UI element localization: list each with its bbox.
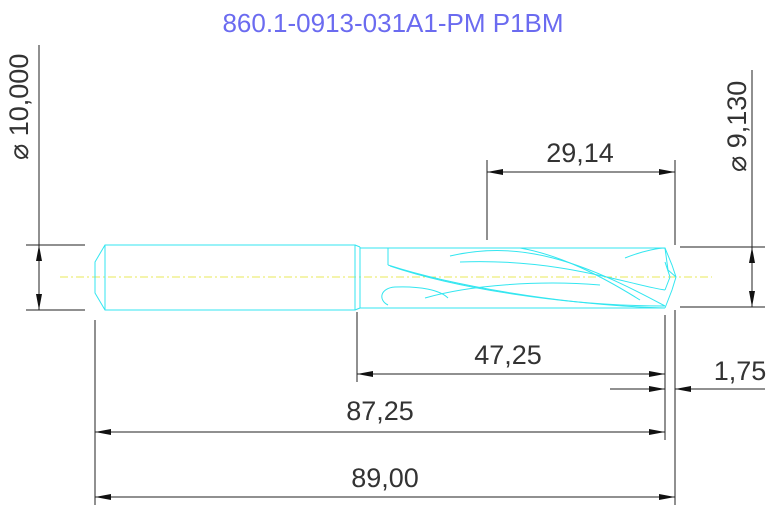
dimension-tip-length: 1,75 bbox=[610, 356, 767, 392]
svg-text:89,00: 89,00 bbox=[351, 463, 419, 493]
dimension-body-length: 47,25 bbox=[357, 340, 665, 377]
svg-text:⌀ 10,000: ⌀ 10,000 bbox=[4, 54, 34, 160]
drill-flutes bbox=[360, 247, 677, 309]
dimension-overall-length: 89,00 bbox=[95, 463, 675, 500]
svg-text:⌀ 9,130: ⌀ 9,130 bbox=[722, 81, 752, 172]
dimension-flute-length: 29,14 bbox=[486, 138, 676, 245]
svg-text:87,25: 87,25 bbox=[346, 396, 414, 426]
dimension-shank-diameter: ⌀ 10,000 bbox=[4, 45, 85, 311]
dimension-length-to-corner: 87,25 bbox=[95, 396, 665, 435]
drill-shank bbox=[94, 244, 361, 311]
svg-text:1,75: 1,75 bbox=[714, 356, 767, 386]
svg-text:29,14: 29,14 bbox=[546, 138, 614, 168]
svg-text:47,25: 47,25 bbox=[474, 340, 542, 370]
dimension-body-diameter: ⌀ 9,130 bbox=[680, 70, 765, 308]
drawing-title: 860.1-0913-031A1-PM P1BM bbox=[222, 8, 563, 38]
